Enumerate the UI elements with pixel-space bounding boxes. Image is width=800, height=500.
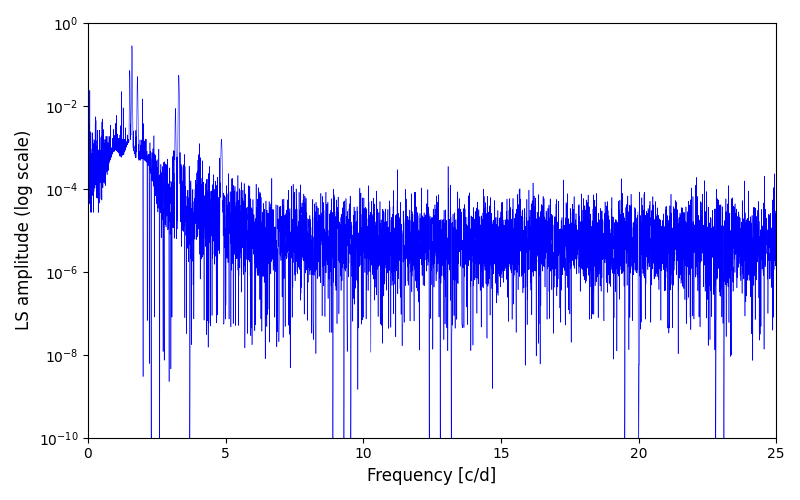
X-axis label: Frequency [c/d]: Frequency [c/d] xyxy=(367,467,497,485)
Y-axis label: LS amplitude (log scale): LS amplitude (log scale) xyxy=(15,130,33,330)
